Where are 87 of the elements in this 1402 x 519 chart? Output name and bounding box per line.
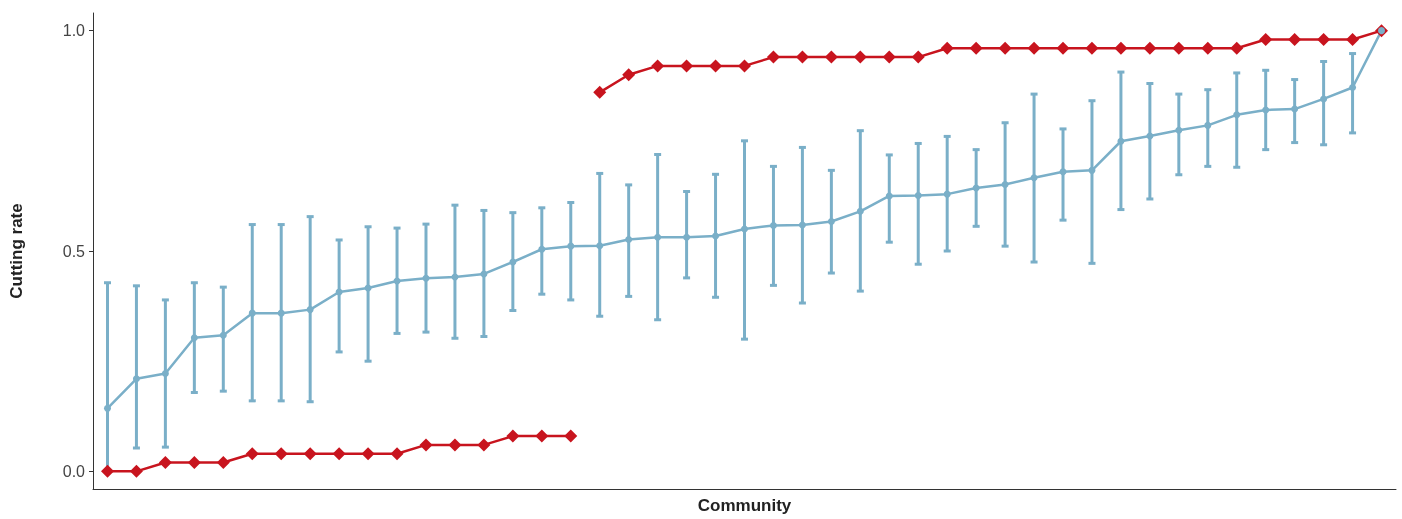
point xyxy=(1320,95,1328,103)
point xyxy=(1349,83,1357,91)
point xyxy=(1056,41,1070,55)
point xyxy=(795,50,809,64)
point xyxy=(306,306,314,314)
point xyxy=(766,50,780,64)
point xyxy=(1233,111,1241,119)
point xyxy=(219,331,227,339)
point xyxy=(969,41,983,55)
point xyxy=(248,309,256,317)
point xyxy=(683,233,691,241)
point xyxy=(245,447,259,461)
point xyxy=(654,233,662,241)
point xyxy=(480,270,488,278)
point xyxy=(1085,41,1099,55)
point xyxy=(853,50,867,64)
point xyxy=(332,447,346,461)
point xyxy=(422,274,430,282)
point xyxy=(1030,174,1038,182)
point xyxy=(564,429,578,443)
point xyxy=(1288,32,1302,46)
point xyxy=(216,456,230,470)
point xyxy=(448,438,462,452)
point xyxy=(885,192,893,200)
point xyxy=(1175,126,1183,134)
point xyxy=(798,221,806,229)
point xyxy=(911,50,925,64)
point xyxy=(709,59,723,73)
point xyxy=(187,456,201,470)
point xyxy=(535,429,549,443)
point xyxy=(940,41,954,55)
point xyxy=(161,370,169,378)
point xyxy=(741,225,748,233)
point xyxy=(1259,32,1273,46)
point xyxy=(738,59,751,73)
point xyxy=(972,184,980,192)
point xyxy=(538,245,546,253)
point xyxy=(769,221,777,229)
point xyxy=(1172,41,1186,55)
point xyxy=(274,447,288,461)
point xyxy=(303,447,317,461)
point xyxy=(824,50,838,64)
point xyxy=(1262,106,1270,114)
point xyxy=(680,59,694,73)
point xyxy=(567,242,575,250)
y-tick-label: 0.0 xyxy=(62,462,86,480)
point xyxy=(1117,137,1125,145)
point xyxy=(1059,168,1067,176)
point xyxy=(1088,166,1096,174)
point xyxy=(1001,180,1009,188)
point xyxy=(1143,41,1157,55)
point xyxy=(1346,32,1360,46)
point xyxy=(103,404,111,412)
point xyxy=(132,375,140,383)
point xyxy=(277,309,285,317)
y-tick-label: 1.0 xyxy=(62,22,86,40)
y-tick-label: 0.5 xyxy=(62,242,86,260)
point xyxy=(827,217,835,225)
point xyxy=(477,438,491,452)
point xyxy=(651,59,665,73)
point xyxy=(1291,105,1299,113)
x-axis-title: Community xyxy=(697,496,792,515)
point xyxy=(622,68,636,82)
point xyxy=(506,429,520,443)
point xyxy=(625,236,633,244)
point xyxy=(1230,41,1244,55)
point xyxy=(593,85,607,99)
point xyxy=(914,191,922,199)
point xyxy=(129,464,143,478)
point xyxy=(712,232,720,240)
point xyxy=(419,438,433,452)
point xyxy=(390,447,404,461)
point xyxy=(190,334,198,342)
y-axis-title: Cutting rate xyxy=(7,203,26,299)
point xyxy=(943,190,951,198)
point xyxy=(1114,41,1128,55)
point xyxy=(596,242,604,250)
point xyxy=(1201,41,1215,55)
point xyxy=(1204,121,1212,129)
point xyxy=(100,464,114,478)
point xyxy=(361,447,375,461)
point xyxy=(856,207,864,215)
point xyxy=(158,456,172,470)
point xyxy=(882,50,896,64)
point xyxy=(998,41,1012,55)
point xyxy=(1317,32,1331,46)
point xyxy=(1027,41,1041,55)
